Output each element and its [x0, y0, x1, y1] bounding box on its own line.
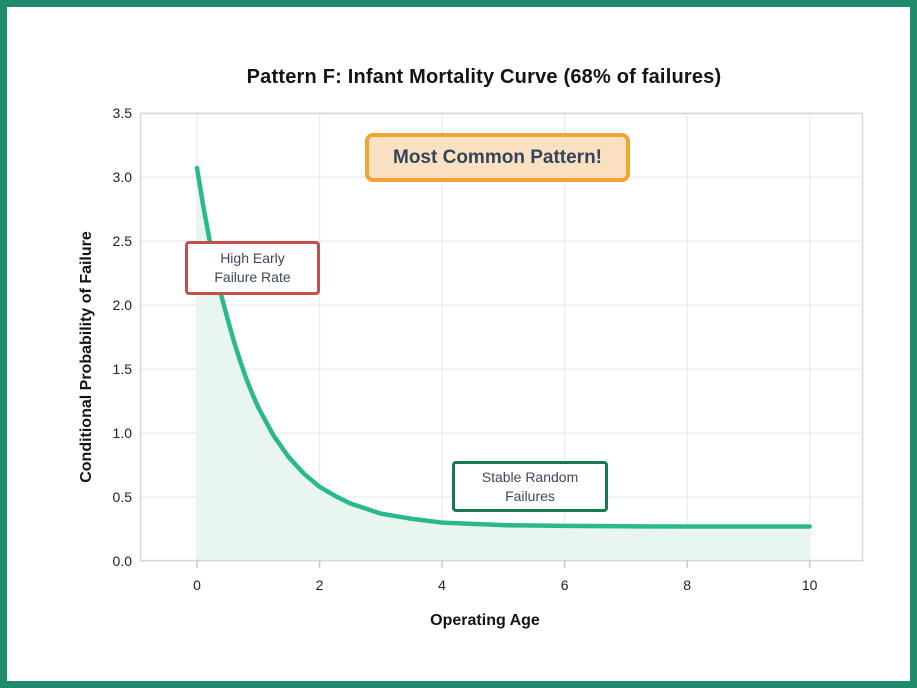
y-axis-title: Conditional Probability of Failure — [78, 231, 95, 483]
y-tick-label: 3.0 — [112, 169, 132, 185]
y-tick-label: 1.5 — [112, 361, 132, 377]
plot-border — [139, 112, 864, 562]
x-tick-label: 4 — [438, 577, 446, 593]
x-tick-label: 2 — [315, 577, 324, 593]
y-tick-label: 3.5 — [112, 105, 132, 121]
y-tick-label: 0.5 — [112, 489, 132, 505]
annotation-stable-random-failures: Stable Random Failures — [452, 461, 608, 512]
y-tick-label: 2.0 — [112, 297, 132, 313]
y-tick-label: 1.0 — [112, 425, 132, 441]
area-fill — [196, 168, 810, 561]
annotation-high-early-failure-rate: High Early Failure Rate — [185, 241, 320, 295]
annotation-stable-random-failures-text: Stable Random Failures — [481, 468, 579, 504]
x-tick-label: 6 — [560, 577, 569, 593]
y-tick-label: 2.5 — [112, 233, 132, 249]
annotation-most-common-pattern-text: Most Common Pattern! — [393, 146, 602, 168]
x-tick-label: 0 — [193, 577, 201, 593]
x-tick-label: 8 — [683, 577, 692, 593]
x-tick-label: 10 — [801, 577, 818, 593]
annotation-high-early-failure-rate-text: High Early Failure Rate — [214, 250, 291, 285]
x-axis-title: Operating Age — [430, 612, 540, 629]
annotation-most-common-pattern: Most Common Pattern! — [365, 133, 630, 182]
curve-line — [194, 165, 812, 529]
y-tick-label: 0.0 — [112, 553, 132, 569]
chart-title: Pattern F: Infant Mortality Curve (68% o… — [246, 66, 722, 88]
